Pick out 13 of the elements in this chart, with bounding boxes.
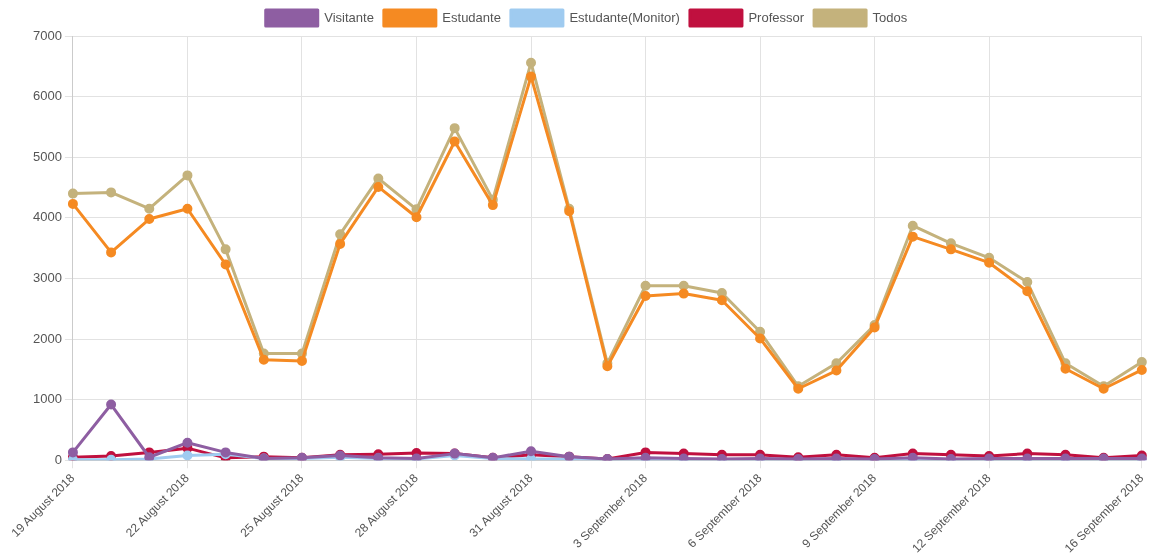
legend-label: Visitante [324, 9, 374, 25]
legend-label: Estudante [442, 9, 501, 25]
legend-label: Todos [872, 9, 908, 25]
y-tick-label: 6000 [33, 88, 62, 104]
legend-label: Estudante(Monitor) [569, 9, 680, 25]
y-tick-label: 3000 [33, 270, 62, 286]
y-tick-label: 2000 [33, 330, 62, 346]
y-tick-label: 1000 [33, 391, 62, 407]
y-tick-label: 4000 [33, 209, 62, 225]
y-tick-label: 5000 [33, 148, 62, 164]
legend-label: Professor [748, 9, 805, 25]
y-tick-label: 0 [54, 451, 62, 467]
y-tick-label: 7000 [33, 27, 62, 43]
